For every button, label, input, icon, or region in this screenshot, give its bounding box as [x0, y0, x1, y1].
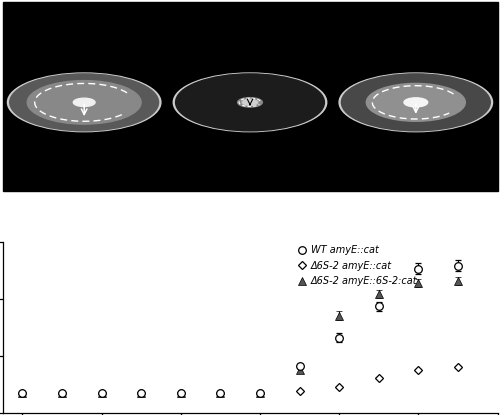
Text: Δ6S-2 amyE::cat: Δ6S-2 amyE::cat — [193, 4, 268, 13]
Circle shape — [74, 98, 95, 107]
Circle shape — [404, 98, 427, 107]
Circle shape — [243, 100, 257, 105]
Circle shape — [8, 73, 161, 132]
Circle shape — [242, 99, 258, 105]
Circle shape — [366, 83, 466, 121]
Circle shape — [339, 73, 492, 132]
Circle shape — [176, 74, 324, 131]
Circle shape — [238, 98, 262, 107]
Circle shape — [174, 73, 326, 132]
Text: WT amyE::cat: WT amyE::cat — [44, 4, 107, 13]
Text: Δ6S-2 amyE::6S-2:cat: Δ6S-2 amyE::6S-2:cat — [334, 4, 432, 13]
Legend: WT amyE::cat, Δ6S-2 amyE::cat, Δ6S-2 amyE::6S-2:cat: WT amyE::cat, Δ6S-2 amyE::cat, Δ6S-2 amy… — [294, 242, 422, 290]
Circle shape — [10, 74, 158, 131]
Text: A: A — [8, 6, 19, 21]
Circle shape — [27, 81, 141, 124]
Circle shape — [342, 74, 490, 131]
